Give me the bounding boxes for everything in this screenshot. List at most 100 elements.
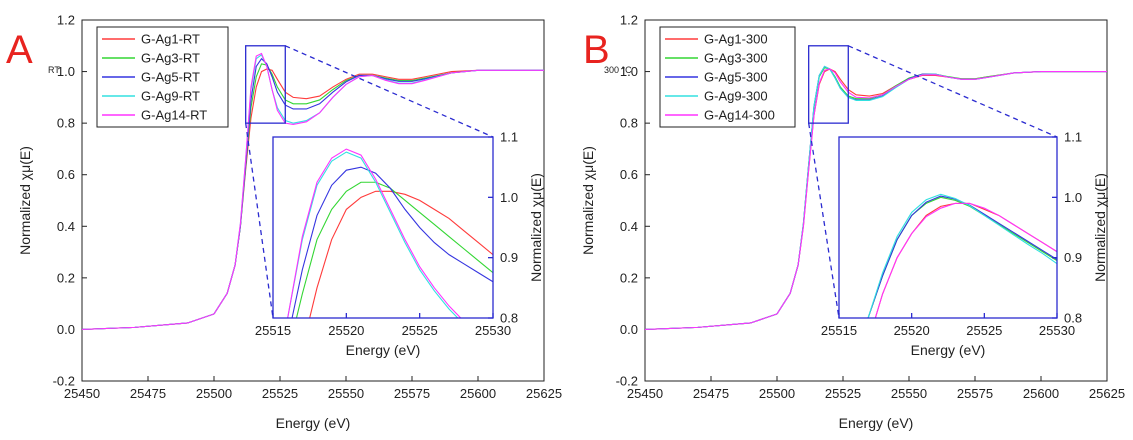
x-tick-label: 25475	[693, 386, 729, 401]
x-tick-label: 25575	[957, 386, 993, 401]
inset-y-axis-title: Normalized χμ(E)	[528, 173, 544, 282]
zoom-connector	[808, 123, 840, 319]
x-tick-label: 25625	[1089, 386, 1125, 401]
panel-letter: B	[583, 28, 610, 72]
legend-label: G-Ag1-300	[704, 32, 768, 47]
y-tick-label: -0.2	[53, 374, 75, 389]
inset-y-axis-title: Normalized χμ(E)	[1092, 173, 1108, 282]
inset-x-tick-label: 25520	[328, 323, 364, 338]
inset-x-axis-title: Energy (eV)	[346, 342, 421, 358]
series-group	[82, 52, 544, 330]
zoom-connector	[245, 123, 274, 319]
inset-series-line	[309, 190, 493, 318]
plot-frame	[644, 19, 1108, 382]
x-tick-label: 25625	[526, 386, 562, 401]
y-tick-label: 0.2	[620, 270, 638, 285]
zoom-connector	[285, 45, 494, 138]
inset-y-tick-label: 1.1	[1064, 130, 1082, 145]
plot-frame	[81, 19, 545, 382]
legend-label: G-Ag3-RT	[141, 51, 200, 66]
inset-background	[273, 137, 493, 318]
y-tick-label: 0.6	[620, 167, 638, 182]
legend-label: G-Ag14-RT	[141, 108, 207, 123]
x-tick-label: 25525	[825, 386, 861, 401]
x-axis-title: Energy (eV)	[276, 415, 351, 431]
legend-label: G-Ag5-300	[704, 70, 768, 85]
panel-A: 25450 25475 25500 25525 25550 25575 25600 25625…	[6, 13, 562, 432]
inset-frame	[272, 136, 494, 319]
series-group	[645, 65, 1107, 330]
inset-x-tick-label: 25515	[255, 323, 291, 338]
inset-y-tick-label: 1.0	[500, 190, 518, 205]
x-tick-label: 25550	[891, 386, 927, 401]
y-tick-label: 0.4	[57, 219, 75, 234]
x-tick-label: 25450	[64, 386, 100, 401]
inset-x-tick-label: 25530	[1039, 323, 1075, 338]
inset-y-tick-label: 0.9	[500, 250, 518, 265]
y-tick-label: 0.0	[57, 322, 75, 337]
inset-series-line	[291, 166, 493, 318]
zoom-box	[808, 45, 849, 124]
x-axis-title: Energy (eV)	[839, 415, 914, 431]
y-tick-label: 1.0	[57, 64, 75, 79]
y-tick-label: 0.0	[620, 322, 638, 337]
x-tick-label: 25525	[262, 386, 298, 401]
panel-B: 25450 25475 25500 25525 25550 25575 25600 25625…	[580, 13, 1125, 432]
inset-y-tick-label: 0.8	[1064, 311, 1082, 326]
inset-y-tick-label: 1.1	[500, 130, 518, 145]
inset-series-group	[867, 193, 1057, 318]
inset-frame	[838, 136, 1058, 319]
y-tick-label: 1.0	[620, 64, 638, 79]
inset-x-tick-label: 25525	[966, 323, 1002, 338]
legend: G-Ag1-RT G-Ag3-RT G-Ag5-RT G-Ag9-RT G-Ag14-R…	[96, 26, 229, 128]
panel-condition-label: RT	[48, 65, 60, 75]
y-axis-title: Normalized χμ(E)	[17, 146, 33, 255]
inset-series-line	[874, 202, 1057, 318]
series-line	[82, 52, 544, 330]
zoom-connector	[848, 45, 1058, 138]
inset-y-tick-label: 1.0	[1064, 190, 1082, 205]
y-tick-label: 1.2	[57, 13, 75, 28]
y-tick-label: 0.6	[57, 167, 75, 182]
inset-series-line	[287, 148, 462, 318]
inset-x-tick-label: 25530	[475, 323, 511, 338]
y-axis-title: Normalized χμ(E)	[580, 146, 596, 255]
legend-label: G-Ag1-RT	[141, 32, 200, 47]
x-tick-label: 25475	[130, 386, 166, 401]
x-tick-label: 25450	[627, 386, 663, 401]
legend-label: G-Ag9-RT	[141, 89, 200, 104]
legend-label: G-Ag3-300	[704, 51, 768, 66]
x-tick-label: 25600	[460, 386, 496, 401]
y-tick-label: 1.2	[620, 13, 638, 28]
x-tick-label: 25500	[759, 386, 795, 401]
legend-label: G-Ag9-300	[704, 89, 768, 104]
inset-y-tick-label: 0.8	[500, 311, 518, 326]
panel-condition-label: 300 °C	[604, 65, 632, 75]
inset-y-tick-label: 0.9	[1064, 250, 1082, 265]
inset-x-tick-label: 25515	[821, 323, 857, 338]
panel-letter: A	[6, 28, 33, 72]
legend-label: G-Ag14-300	[704, 108, 775, 123]
series-line	[645, 68, 1107, 330]
y-tick-label: 0.4	[620, 219, 638, 234]
inset-series-line	[867, 193, 1057, 318]
inset-x-axis-title: Energy (eV)	[911, 342, 986, 358]
inset-series-group	[287, 148, 493, 318]
x-tick-label: 25500	[196, 386, 232, 401]
x-tick-label: 25550	[328, 386, 364, 401]
legend: G-Ag1-300 G-Ag3-300 G-Ag5-300 G-Ag9-300 G-Ag…	[659, 26, 796, 128]
y-tick-label: 0.8	[620, 116, 638, 131]
inset-x-tick-label: 25525	[402, 323, 438, 338]
y-tick-label: -0.2	[616, 374, 638, 389]
inset-series-line	[287, 151, 459, 318]
inset-background	[839, 137, 1057, 318]
legend-label: G-Ag5-RT	[141, 70, 200, 85]
inset-x-tick-label: 25520	[894, 323, 930, 338]
zoom-box	[245, 45, 286, 124]
y-tick-label: 0.2	[57, 270, 75, 285]
y-tick-label: 0.8	[57, 116, 75, 131]
